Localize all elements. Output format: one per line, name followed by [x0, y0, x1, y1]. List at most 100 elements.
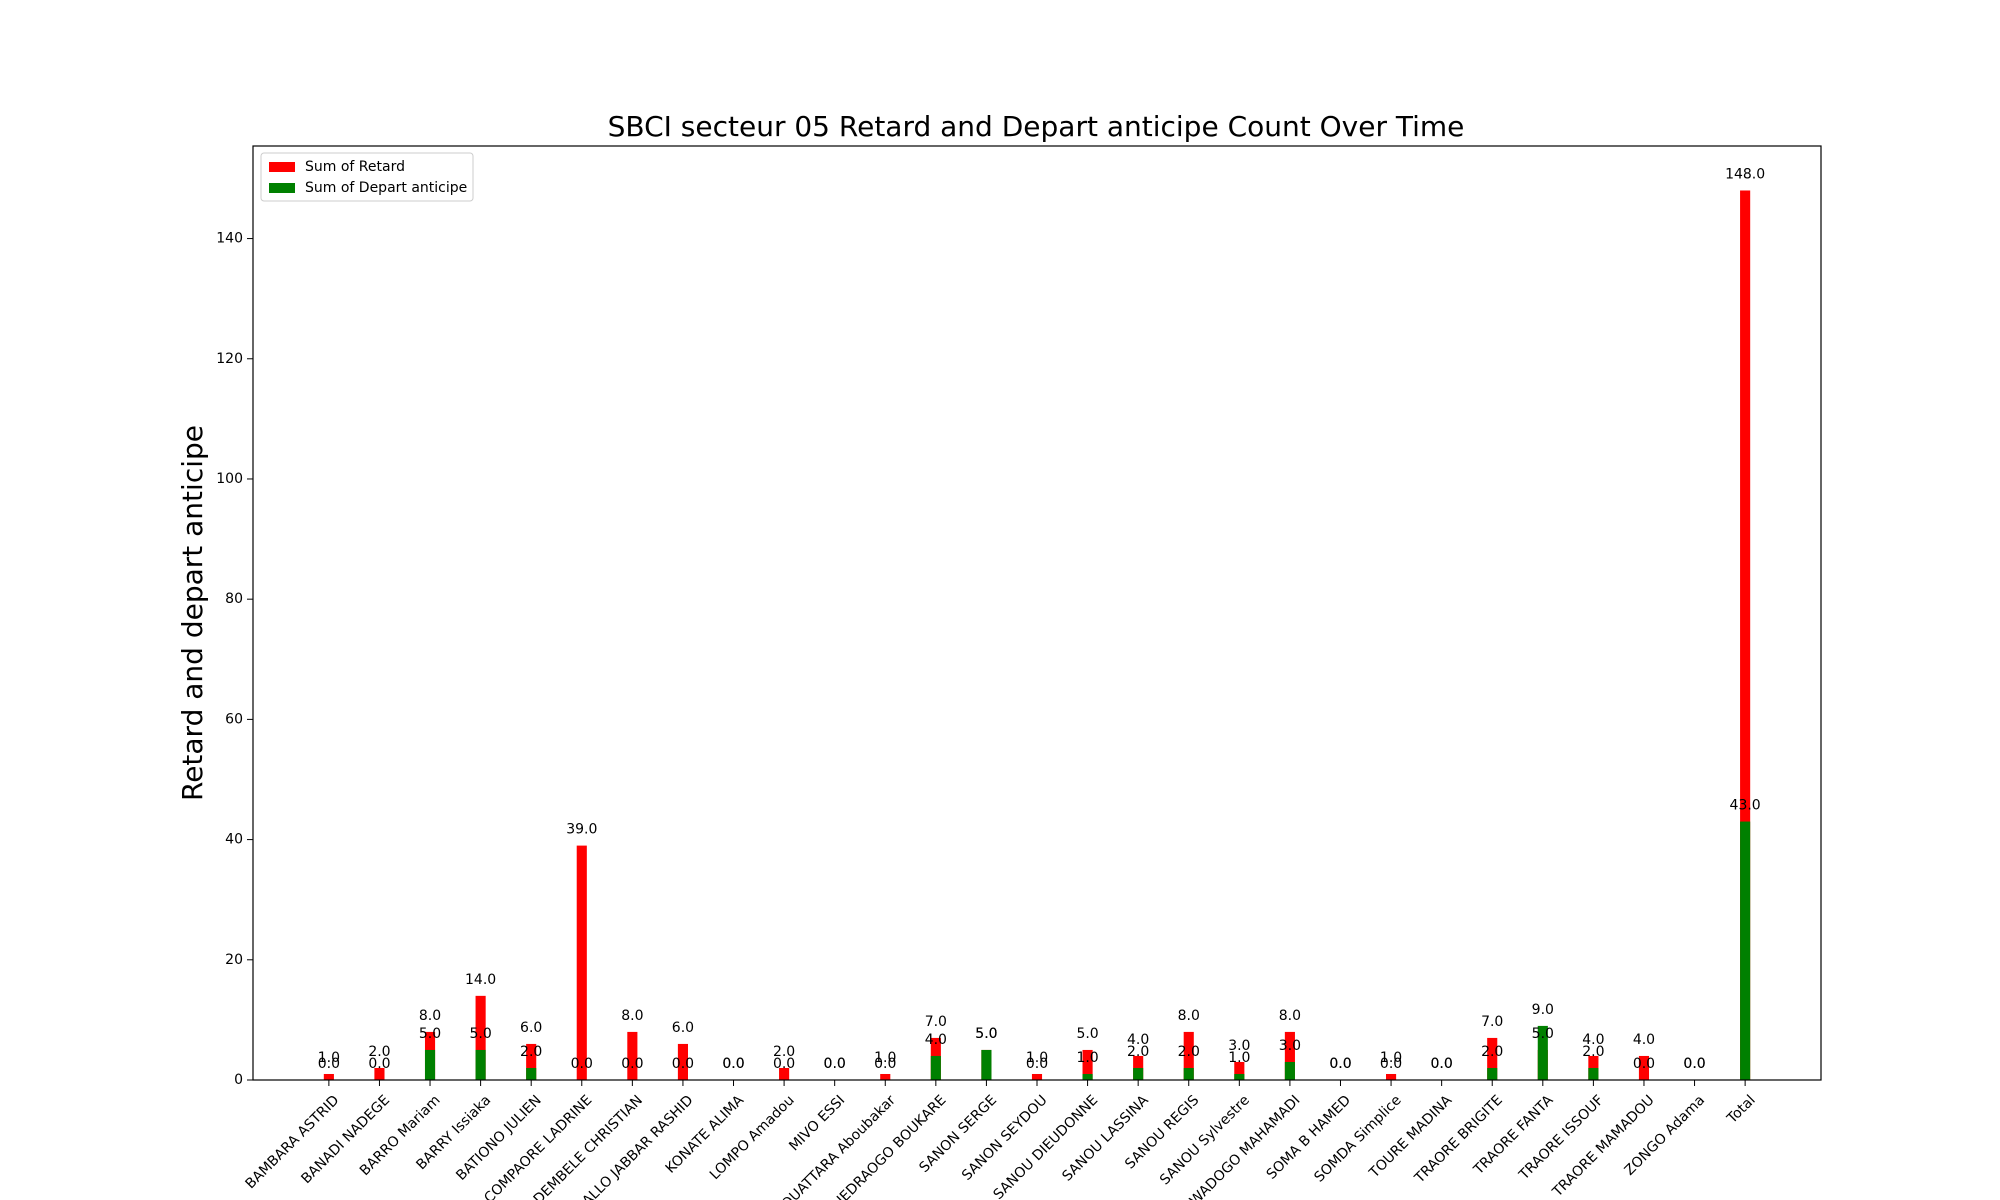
- bar: [1082, 1073, 1093, 1080]
- data-label: 43.0: [1730, 798, 1761, 814]
- data-label: 0.0: [824, 1056, 846, 1072]
- x-tick-label: SANON SEYDOU: [959, 1092, 1051, 1184]
- data-label: 2.0: [1127, 1044, 1149, 1060]
- bar: [1386, 1073, 1397, 1080]
- bar: [1183, 1067, 1194, 1080]
- data-label: 4.0: [1127, 1032, 1149, 1048]
- bar: [1588, 1067, 1599, 1080]
- data-label: 0.0: [722, 1056, 744, 1072]
- data-label: 2.0: [1582, 1044, 1604, 1060]
- data-label: 0.0: [1026, 1056, 1048, 1072]
- bar: [1234, 1061, 1245, 1080]
- legend: Sum of Retard Sum of Depart anticipe: [260, 152, 474, 202]
- data-label: 4.0: [925, 1032, 947, 1048]
- data-label: 6.0: [520, 1020, 542, 1036]
- data-label: 2.0: [773, 1044, 795, 1060]
- x-tick-label: TRAORE BRIGITE: [1411, 1092, 1506, 1187]
- y-tick-label: 80: [225, 591, 243, 607]
- x-tick-label: TRAORE ISSOUF: [1516, 1092, 1607, 1183]
- data-label: 5.0: [975, 1026, 997, 1042]
- data-label: 0.0: [1431, 1056, 1453, 1072]
- data-label: 2.0: [520, 1044, 542, 1060]
- chart-title: SBCI secteur 05 Retard and Depart antici…: [608, 110, 1465, 143]
- y-tick-label: 140: [216, 231, 243, 247]
- bar: [374, 1067, 385, 1080]
- x-tick-label: BANADI NADEGE: [298, 1092, 393, 1187]
- bar: [475, 1049, 486, 1080]
- legend-label: Sum of Retard: [305, 159, 405, 175]
- x-tick-label: SOMDA Simplice: [1311, 1092, 1404, 1185]
- data-label: 7.0: [925, 1014, 947, 1030]
- data-label: 9.0: [1532, 1002, 1554, 1018]
- bar: [1284, 1061, 1295, 1080]
- bar: [1487, 1037, 1498, 1080]
- data-label: 0.0: [368, 1056, 390, 1072]
- data-label: 0.0: [874, 1056, 896, 1072]
- data-label: 0.0: [1329, 1056, 1351, 1072]
- data-label: 8.0: [1279, 1008, 1301, 1024]
- data-label: 0.0: [571, 1056, 593, 1072]
- y-tick-label: 0: [234, 1072, 243, 1088]
- bar: [526, 1043, 537, 1080]
- data-label: 0.0: [824, 1056, 846, 1072]
- x-tick-label: TRAORE MAMADOU: [1549, 1092, 1658, 1200]
- data-label: 1.0: [1380, 1050, 1402, 1066]
- bar: [1284, 1031, 1295, 1080]
- data-label: 7.0: [1481, 1014, 1503, 1030]
- data-label: 4.0: [1633, 1032, 1655, 1048]
- bar: [1487, 1067, 1498, 1080]
- data-label: 3.0: [1228, 1038, 1250, 1054]
- data-label: 8.0: [1178, 1008, 1200, 1024]
- y-tick-label: 20: [225, 952, 243, 968]
- legend-frame: [260, 152, 474, 202]
- x-tick-label: Total: [1724, 1092, 1759, 1127]
- data-label: 1.0: [874, 1050, 896, 1066]
- bar: [1638, 1055, 1650, 1080]
- data-label: 1.0: [1076, 1050, 1098, 1066]
- bar: [930, 1055, 941, 1080]
- bar: [677, 1043, 688, 1080]
- data-label: 5.0: [469, 1026, 491, 1042]
- data-label: 2.0: [368, 1044, 390, 1060]
- data-label: 5.0: [1532, 1026, 1554, 1042]
- data-label: 8.0: [419, 1008, 441, 1024]
- x-tick-label: SANOU Sylvestre: [1157, 1092, 1253, 1188]
- y-tick-label: 100: [216, 471, 243, 487]
- data-label: 1.0: [1026, 1050, 1048, 1066]
- bar: [1082, 1049, 1093, 1080]
- bar: [1183, 1031, 1194, 1080]
- legend-swatch: [269, 162, 295, 172]
- plot-frame: [252, 145, 1822, 1081]
- data-label: 14.0: [465, 972, 496, 988]
- y-tick-label: 40: [225, 832, 243, 848]
- data-label: 1.0: [1228, 1050, 1250, 1066]
- bar: [526, 1067, 537, 1080]
- y-tick-label: 120: [216, 351, 243, 367]
- data-label: 0.0: [672, 1056, 694, 1072]
- bar: [323, 1073, 334, 1080]
- data-label: 8.0: [621, 1008, 643, 1024]
- data-label: 0.0: [621, 1056, 643, 1072]
- data-label: 0.0: [1633, 1056, 1655, 1072]
- data-label: 0.0: [722, 1056, 744, 1072]
- data-label: 5.0: [1076, 1026, 1098, 1042]
- data-label: 148.0: [1725, 166, 1765, 182]
- data-label: 2.0: [1178, 1044, 1200, 1060]
- x-tick-label: LOMPO Amadou: [707, 1092, 798, 1183]
- x-tick-label: SOMA B HAMED: [1264, 1092, 1354, 1182]
- data-label: 6.0: [672, 1020, 694, 1036]
- bar: [424, 1049, 436, 1080]
- data-label: 4.0: [1582, 1032, 1604, 1048]
- bar: [627, 1031, 638, 1080]
- bar: [1740, 821, 1751, 1080]
- data-label: 1.0: [318, 1050, 340, 1066]
- data-label: 0.0: [773, 1056, 795, 1072]
- bar: [475, 995, 486, 1080]
- data-label: 0.0: [1683, 1056, 1705, 1072]
- x-tick-label: BAMBARA ASTRID: [243, 1092, 343, 1192]
- data-label: 39.0: [566, 822, 597, 838]
- data-label: 5.0: [975, 1026, 997, 1042]
- y-axis-label: Retard and depart anticipe: [176, 425, 209, 801]
